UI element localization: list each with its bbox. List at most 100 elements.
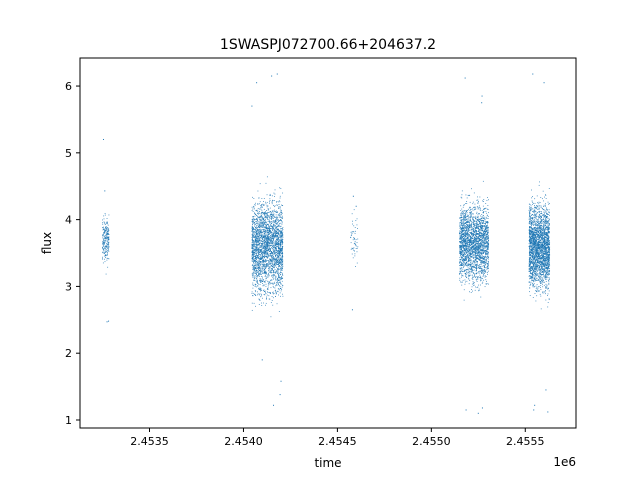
data-point (468, 275, 469, 277)
data-point (272, 233, 274, 235)
data-point (103, 233, 104, 235)
data-point (267, 238, 268, 239)
data-point (263, 208, 265, 210)
data-point (263, 284, 265, 286)
data-point (262, 264, 264, 266)
data-point (282, 246, 283, 248)
data-point (273, 232, 275, 234)
data-point (267, 205, 269, 207)
data-point (466, 259, 467, 260)
data-point (268, 263, 270, 264)
data-point (278, 233, 280, 235)
data-point (105, 228, 107, 230)
data-point (478, 290, 480, 292)
data-point (476, 219, 478, 221)
data-point (103, 238, 105, 240)
data-point (486, 232, 488, 234)
data-point (254, 251, 256, 253)
data-point (470, 269, 472, 270)
data-point (268, 271, 270, 273)
data-point (274, 230, 275, 232)
data-point (487, 197, 488, 199)
data-point (351, 253, 353, 255)
data-point (465, 203, 467, 204)
data-point (265, 279, 267, 281)
data-point (476, 259, 477, 261)
data-point (478, 228, 480, 230)
data-point (472, 253, 474, 255)
data-point (465, 241, 466, 243)
data-point (264, 219, 265, 221)
data-point (482, 222, 484, 224)
data-point (470, 241, 472, 243)
data-point (477, 264, 479, 266)
data-point (107, 247, 109, 249)
data-point (276, 238, 278, 240)
data-point (263, 236, 265, 238)
data-point (483, 244, 485, 245)
data-point (276, 252, 277, 253)
data-point (272, 214, 274, 216)
data-point (471, 266, 473, 267)
data-point (476, 237, 478, 239)
data-point (272, 210, 274, 212)
data-point (479, 231, 481, 233)
data-point (257, 263, 259, 265)
data-point (279, 195, 281, 197)
data-point (487, 264, 489, 266)
data-point (477, 227, 479, 229)
data-point (480, 218, 482, 219)
data-point (103, 226, 104, 228)
data-point (280, 222, 282, 224)
data-point (281, 267, 283, 269)
data-point (279, 292, 281, 294)
data-point (264, 271, 266, 273)
data-point (482, 248, 484, 249)
data-point (261, 239, 263, 241)
data-point (274, 252, 276, 254)
data-point (462, 226, 464, 227)
data-point (276, 260, 278, 262)
data-point (252, 231, 254, 233)
data-point (275, 262, 276, 264)
data-point (104, 254, 106, 256)
data-point (254, 222, 256, 224)
data-point (479, 257, 481, 259)
data-point (260, 208, 262, 210)
data-point (268, 208, 270, 210)
data-point (261, 243, 262, 245)
data-point (278, 275, 280, 276)
data-point (278, 251, 280, 253)
data-point (269, 242, 270, 244)
data-point (485, 236, 486, 238)
data-point (471, 286, 473, 288)
data-point (259, 268, 261, 270)
data-point (263, 244, 265, 246)
data-point (482, 242, 484, 244)
data-point (268, 226, 270, 228)
data-point (252, 271, 254, 273)
data-point (350, 237, 352, 239)
data-point (253, 247, 255, 249)
data-point (266, 239, 268, 241)
data-point (270, 238, 272, 240)
data-point (253, 262, 254, 264)
data-point (262, 252, 263, 254)
data-point (474, 246, 476, 248)
data-point (257, 237, 259, 239)
data-point (272, 252, 274, 254)
data-point (467, 226, 469, 228)
data-point (466, 214, 468, 216)
data-point (267, 209, 269, 211)
data-point (265, 266, 267, 268)
data-point (464, 255, 466, 257)
data-point (271, 225, 272, 227)
data-point (254, 223, 256, 225)
data-point (254, 248, 256, 250)
data-point (256, 246, 258, 248)
data-point (356, 218, 358, 220)
data-point (281, 235, 283, 237)
data-point (461, 229, 463, 231)
data-point (268, 267, 270, 269)
data-point (474, 224, 475, 226)
